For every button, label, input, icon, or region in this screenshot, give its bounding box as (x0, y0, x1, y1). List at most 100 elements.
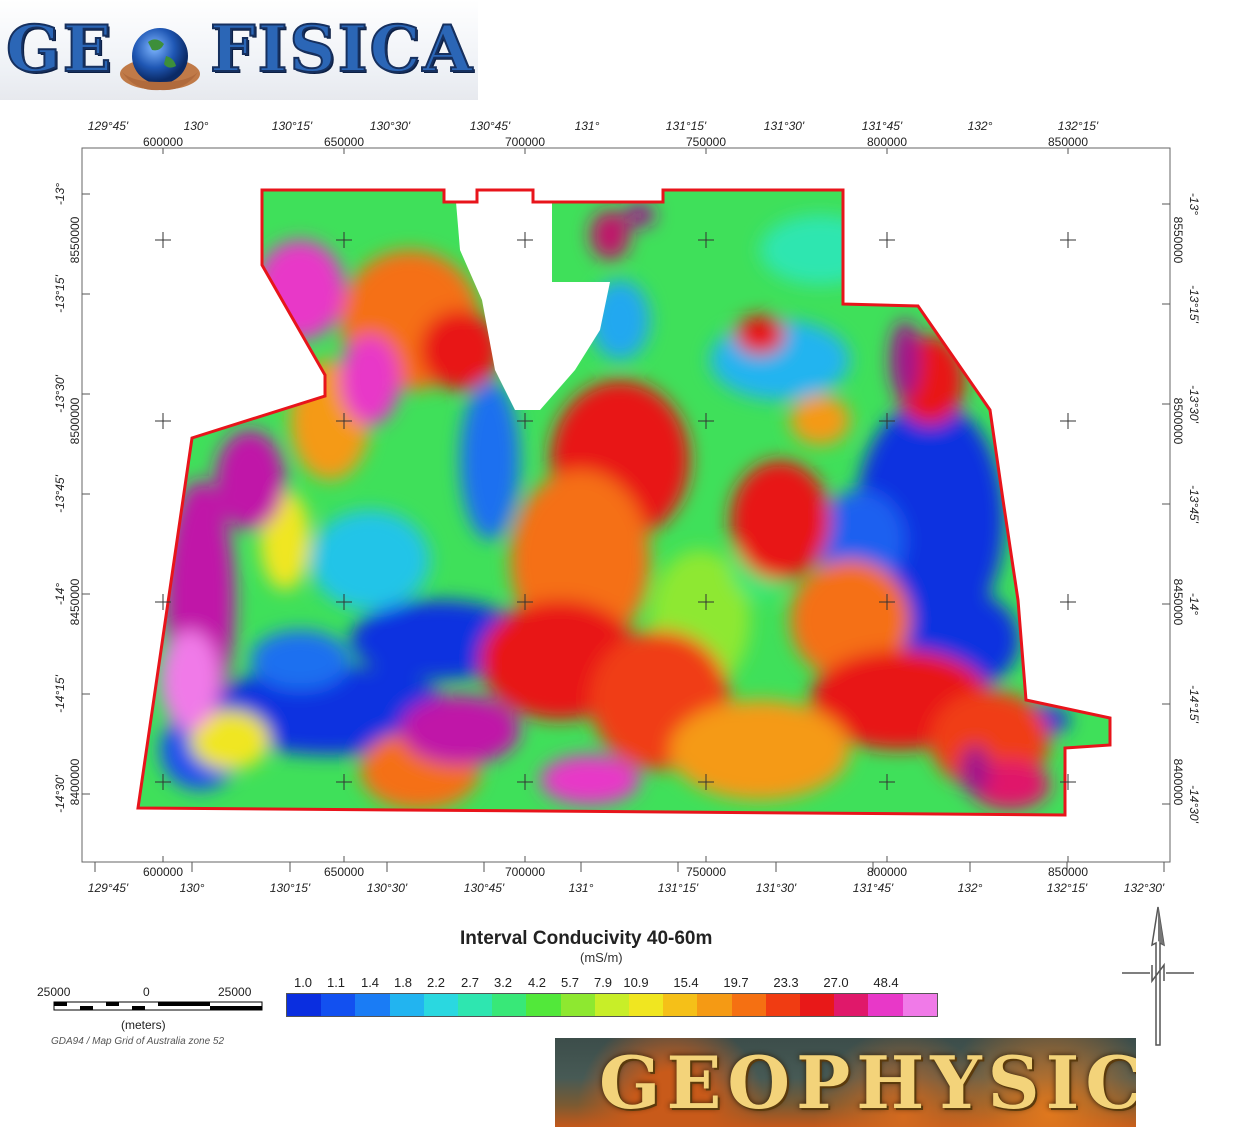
legend-color-swatch (355, 994, 390, 1016)
lon-bottom-label: 130°15' (270, 881, 311, 895)
legend-value: 7.9 (593, 975, 613, 990)
geophysic-logo: GEOPHYSIC (555, 1038, 1136, 1127)
northing-left-label: 8400000 (68, 758, 82, 805)
easting-bottom-label: 750000 (686, 865, 726, 879)
lon-top-label: 130° (184, 119, 209, 133)
legend-value: 10.9 (623, 975, 649, 990)
lat-left-label: -14°15' (53, 674, 67, 712)
legend-value: 2.2 (426, 975, 446, 990)
lon-bottom-label: 131°45' (853, 881, 894, 895)
legend-color-swatch (765, 994, 801, 1016)
legend-value: 1.8 (393, 975, 413, 990)
scale-bar: 25000 0 25000 (meters) GDA94 / Map Grid … (35, 985, 265, 1055)
legend-value: 3.2 (493, 975, 513, 990)
lon-bottom-label: 132°15' (1047, 881, 1088, 895)
logo-text-ge: GE (5, 12, 114, 87)
northing-left-label: 8450000 (68, 578, 82, 625)
easting-bottom-label: 700000 (505, 865, 545, 879)
lon-top-label: 131°15' (666, 119, 707, 133)
legend-value: 27.0 (823, 975, 849, 990)
lon-top-label: 131° (575, 119, 600, 133)
lat-right-label: -13° (1187, 193, 1201, 215)
easting-top-label: 850000 (1048, 135, 1088, 149)
lon-bottom-label: 132° (958, 881, 983, 895)
frame-ticks (82, 148, 1170, 872)
lat-left-label: -13°15' (53, 274, 67, 312)
conductivity-grid (138, 190, 1110, 815)
northing-left-label: 8550000 (68, 216, 82, 263)
legend-value: 48.4 (873, 975, 899, 990)
projection-note: GDA94 / Map Grid of Australia zone 52 (51, 1036, 225, 1047)
easting-top-label: 800000 (867, 135, 907, 149)
northing-right-label: 8500000 (1171, 398, 1185, 445)
lon-top-label: 130°15' (272, 119, 313, 133)
legend-color-swatch (697, 994, 732, 1016)
north-arrow-icon (1122, 906, 1194, 1046)
map-frame (81, 147, 1171, 863)
lat-left-label: -13°45' (53, 474, 67, 512)
lon-bottom-label: 132°30' (1124, 881, 1165, 895)
lat-right-label: -14° (1187, 593, 1201, 615)
survey-boundary (136, 188, 1112, 817)
legend-color-bar (286, 993, 938, 1017)
northing-left-label: 8500000 (68, 397, 82, 444)
legend-color-swatch (629, 994, 664, 1016)
lat-right-label: -13°15' (1187, 285, 1201, 323)
lon-bottom-label: 131°15' (658, 881, 699, 895)
legend-value-labels: 1.0 1.1 1.4 1.8 2.2 2.7 3.2 4.2 5.7 7.9 … (286, 975, 936, 991)
lon-top-label: 131°30' (764, 119, 805, 133)
legend-color-swatch (594, 994, 630, 1016)
legend-color-swatch (526, 994, 561, 1016)
scale-left-label: 25000 (37, 985, 71, 999)
lon-top-label: 131°45' (862, 119, 903, 133)
legend-color-swatch (663, 994, 698, 1016)
lat-left-label: -13° (53, 183, 67, 205)
scale-zero-label: 0 (143, 985, 150, 999)
easting-bottom-label: 600000 (143, 865, 183, 879)
lat-right-label: -13°30' (1187, 385, 1201, 423)
lat-left-label: -14° (53, 583, 67, 605)
lat-right-label: -14°15' (1187, 685, 1201, 723)
lon-bottom-label: 131°30' (756, 881, 797, 895)
legend-color-swatch (902, 994, 937, 1016)
legend-color-swatch (492, 994, 527, 1016)
logo-text-geophysic: GEOPHYSIC (599, 1040, 1136, 1125)
legend-color-swatch (458, 994, 493, 1016)
scale-right-label: 25000 (218, 985, 252, 999)
legend-color-swatch (321, 994, 356, 1016)
legend-color-swatch (731, 994, 766, 1016)
legend-color-swatch (800, 994, 835, 1016)
easting-top-label: 700000 (505, 135, 545, 149)
legend-value: 23.3 (773, 975, 799, 990)
globe-hands-icon (120, 28, 200, 91)
easting-bottom-label: 800000 (867, 865, 907, 879)
easting-bottom-label: 850000 (1048, 865, 1088, 879)
lon-top-label: 132° (968, 119, 993, 133)
legend-value: 5.7 (560, 975, 580, 990)
lat-right-label: -14°30' (1187, 785, 1201, 823)
northing-right-label: 8550000 (1171, 217, 1185, 264)
lon-bottom-label: 130°30' (367, 881, 408, 895)
lon-bottom-label: 131° (569, 881, 594, 895)
scale-bar-graphic (53, 1001, 263, 1011)
legend-value: 15.4 (673, 975, 699, 990)
northing-right-label: 8400000 (1171, 759, 1185, 806)
legend-value: 1.0 (293, 975, 313, 990)
lon-bottom-label: 130° (180, 881, 205, 895)
legend-value: 19.7 (723, 975, 749, 990)
lon-bottom-label: 129°45' (88, 881, 129, 895)
legend-value: 1.4 (360, 975, 380, 990)
lon-top-label: 130°45' (470, 119, 511, 133)
easting-top-label: 650000 (324, 135, 364, 149)
legend-value: 1.1 (326, 975, 346, 990)
legend-value: 2.7 (460, 975, 480, 990)
legend-unit: (mS/m) (580, 950, 623, 965)
logo-text-fisica: FISICA (209, 12, 475, 87)
legend-color-swatch (423, 994, 459, 1016)
lon-bottom-label: 130°45' (464, 881, 505, 895)
grid-crosses (155, 232, 1076, 790)
lon-top-label: 130°30' (370, 119, 411, 133)
legend-color-swatch (834, 994, 869, 1016)
lat-left-label: -13°30' (53, 374, 67, 412)
